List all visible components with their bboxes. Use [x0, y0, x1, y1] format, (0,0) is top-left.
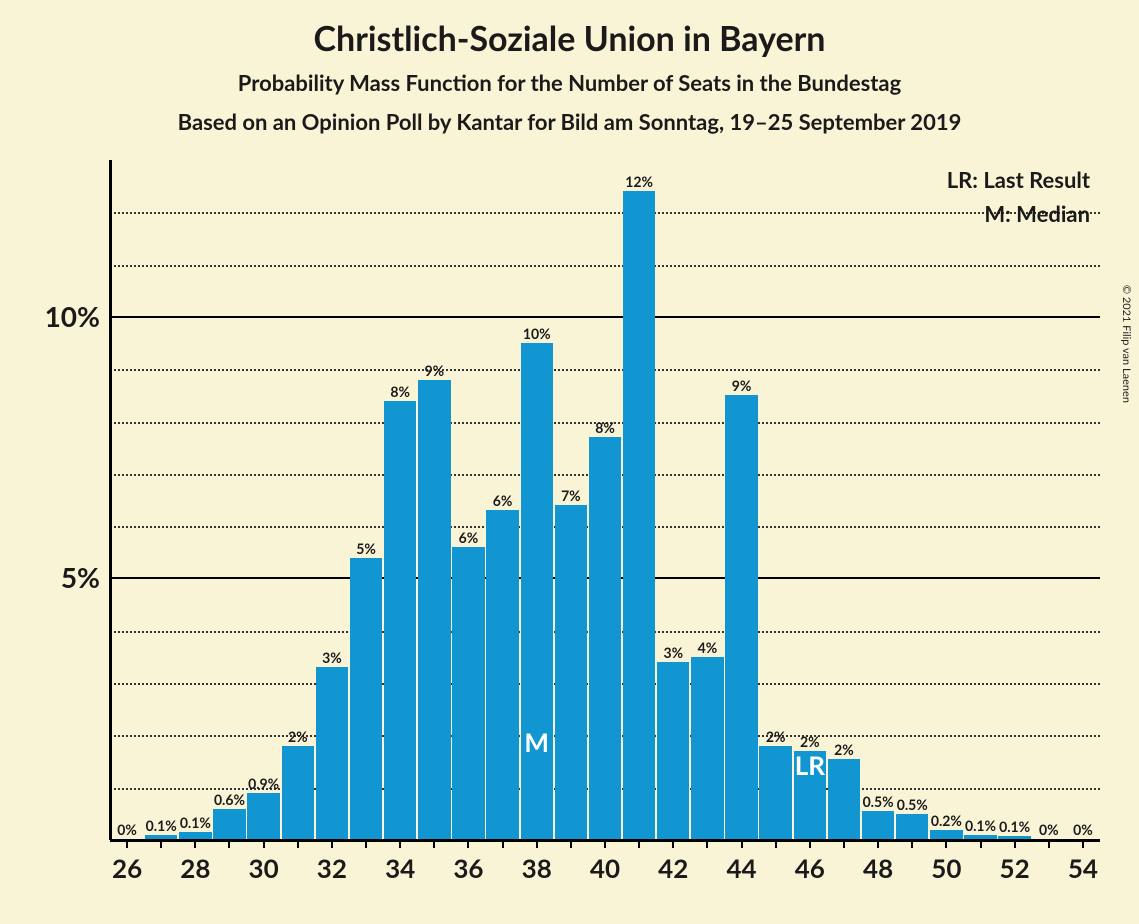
xtick-label: 26: [97, 852, 157, 884]
xtick-label: 30: [234, 852, 294, 884]
xtick-label: 40: [575, 852, 635, 884]
bar: [486, 510, 518, 840]
bar-value-label: 12%: [614, 173, 664, 190]
bar: [384, 401, 416, 840]
xtick-mark: [502, 840, 504, 848]
xtick-label: 52: [985, 852, 1045, 884]
xtick-mark: [194, 840, 196, 848]
xtick-mark: [365, 840, 367, 848]
bar: [657, 662, 689, 840]
xtick-mark: [809, 840, 811, 848]
bar: [213, 809, 245, 840]
xtick-mark: [604, 840, 606, 848]
xtick-mark: [570, 840, 572, 848]
gridline-minor: [110, 369, 1100, 371]
xtick-mark: [126, 840, 128, 848]
bar-value-label: 0.5%: [887, 796, 937, 813]
xtick-label: 28: [165, 852, 225, 884]
bar: [418, 380, 450, 840]
bar: [589, 437, 621, 840]
xtick-label: 36: [438, 852, 498, 884]
xtick-mark: [877, 840, 879, 848]
xtick-mark: [911, 840, 913, 848]
chart-subtitle-1: Probability Mass Function for the Number…: [0, 69, 1139, 96]
bar: [691, 657, 723, 840]
bar-value-label: 2%: [819, 741, 869, 758]
xtick-mark: [638, 840, 640, 848]
xtick-mark: [843, 840, 845, 848]
xtick-mark: [1082, 840, 1084, 848]
y-axis: [109, 160, 112, 840]
xtick-label: 54: [1053, 852, 1113, 884]
xtick-mark: [331, 840, 333, 848]
bar: [862, 811, 894, 840]
xtick-label: 46: [780, 852, 840, 884]
xtick-label: 48: [848, 852, 908, 884]
bar: [247, 793, 279, 840]
xtick-mark: [536, 840, 538, 848]
bar-value-label: 9%: [409, 362, 459, 379]
ytick-label: 5%: [8, 560, 100, 594]
gridline-major: [110, 316, 1100, 318]
xtick-mark: [980, 840, 982, 848]
xtick-label: 50: [916, 852, 976, 884]
bar: [623, 191, 655, 840]
xtick-mark: [945, 840, 947, 848]
xtick-mark: [775, 840, 777, 848]
bar-marker-label: M: [521, 726, 553, 758]
bar: [555, 505, 587, 840]
xtick-label: 42: [643, 852, 703, 884]
plot-area: 5%10%0%0.1%0.1%0.6%0.9%2%3%5%8%9%6%6%10%…: [110, 160, 1100, 840]
legend-line: M: Median: [984, 200, 1090, 227]
chart-container: Christlich-Soziale Union in Bayern Probab…: [0, 0, 1139, 924]
gridline-minor: [110, 212, 1100, 214]
xtick-mark: [399, 840, 401, 848]
bar: [759, 746, 791, 840]
xtick-mark: [467, 840, 469, 848]
xtick-mark: [1014, 840, 1016, 848]
bar: [350, 558, 382, 840]
xtick-mark: [1048, 840, 1050, 848]
bar: [521, 343, 553, 840]
bar: [316, 667, 348, 840]
chart-title: Christlich-Soziale Union in Bayern: [0, 18, 1139, 59]
bar-value-label: 9%: [717, 377, 767, 394]
xtick-mark: [672, 840, 674, 848]
xtick-label: 32: [302, 852, 362, 884]
bar: [452, 547, 484, 840]
ytick-label: 10%: [8, 299, 100, 333]
xtick-mark: [433, 840, 435, 848]
legend-line: LR: Last Result: [947, 166, 1090, 193]
xtick-mark: [263, 840, 265, 848]
bar: [282, 746, 314, 840]
bar-value-label: 10%: [512, 325, 562, 342]
xtick-mark: [741, 840, 743, 848]
xtick-label: 34: [370, 852, 430, 884]
bar-value-label: 0%: [1058, 821, 1108, 838]
xtick-label: 44: [712, 852, 772, 884]
xtick-mark: [297, 840, 299, 848]
gridline-minor: [110, 265, 1100, 267]
xtick-label: 38: [507, 852, 567, 884]
chart-subtitle-2: Based on an Opinion Poll by Kantar for B…: [0, 108, 1139, 135]
bar: [725, 395, 757, 840]
xtick-mark: [706, 840, 708, 848]
xtick-mark: [228, 840, 230, 848]
xtick-mark: [160, 840, 162, 848]
copyright-text: © 2021 Filip van Laenen: [1120, 285, 1133, 403]
